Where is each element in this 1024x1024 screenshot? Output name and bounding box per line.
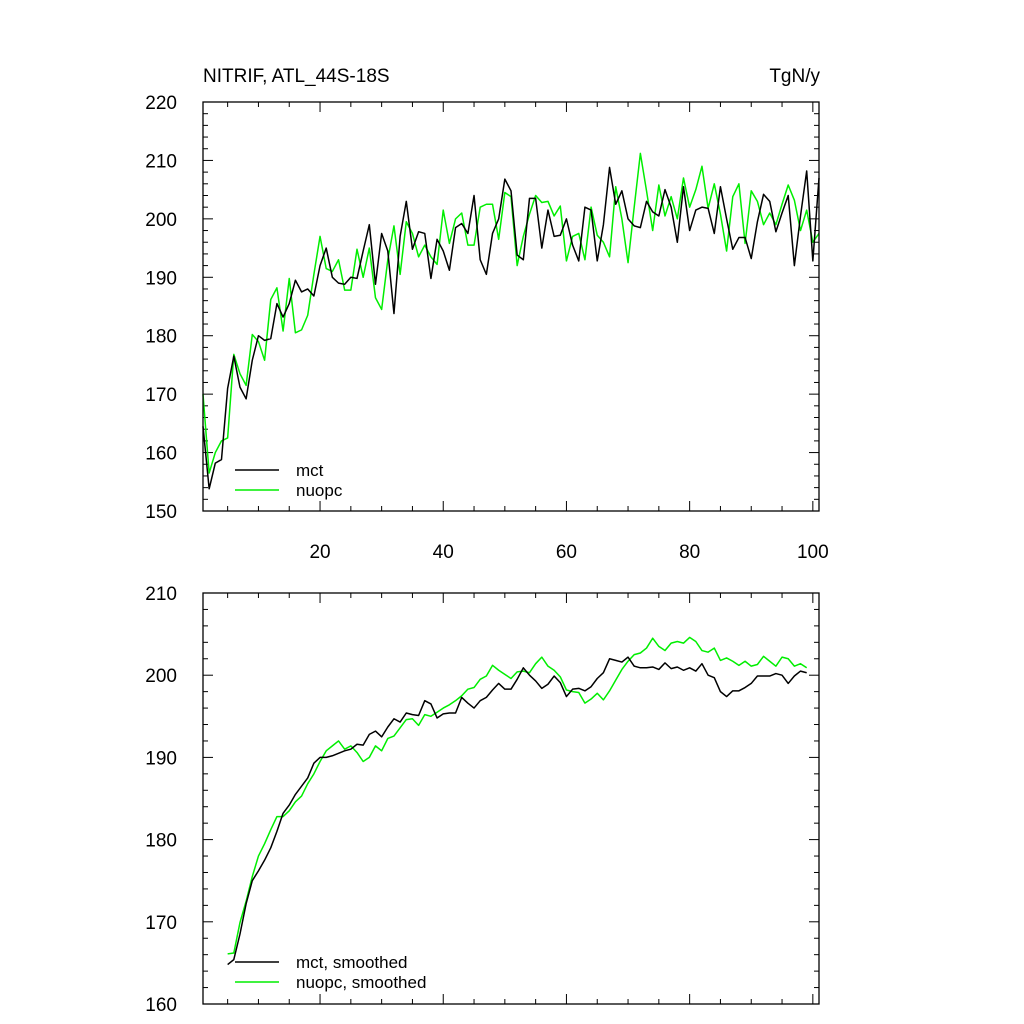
series-line-mct (202, 166, 820, 490)
axis-ticks: 160 170 180 190 200 210 (145, 584, 819, 1016)
y-tick-label: 210 (145, 584, 177, 605)
y-tick-label: 160 (145, 444, 177, 465)
y-tick-label: 200 (145, 210, 177, 231)
legend: mct nuopc (235, 461, 343, 500)
series-line-mct-smoothed (227, 656, 807, 966)
legend-label-nuopc-smoothed: nuopc, smoothed (296, 973, 426, 992)
legend: mct, smoothed nuopc, smoothed (235, 953, 426, 992)
legend-label-mct: mct (296, 461, 324, 480)
series-line-nuopc (202, 152, 820, 474)
x-tick-label: 80 (679, 542, 700, 563)
y-tick-label: 190 (145, 268, 177, 289)
plot-frame (202, 592, 820, 1005)
series-lines (202, 152, 820, 490)
y-tick-label: 210 (145, 151, 177, 172)
plot-frame (202, 101, 820, 512)
series-line-nuopc-smoothed (227, 636, 808, 955)
legend-label-nuopc: nuopc (296, 481, 343, 500)
chart-panel-bottom: 160 170 180 190 200 210 mct, smoothed nuopc, … (145, 584, 820, 1016)
series-lines (227, 636, 808, 966)
y-tick-label: 170 (145, 913, 177, 934)
chart-panel-top: NITRIF, ATL_44S-18S TgN/y 20 40 60 80 100 150… (145, 66, 828, 563)
y-tick-label: 190 (145, 748, 177, 769)
y-tick-label: 150 (145, 502, 177, 523)
y-tick-label: 200 (145, 666, 177, 687)
x-tick-label: 100 (797, 542, 829, 563)
units-label: TgN/y (769, 66, 820, 87)
y-tick-label: 160 (145, 995, 177, 1016)
legend-label-mct-smoothed: mct, smoothed (296, 953, 408, 972)
y-tick-label: 180 (145, 831, 177, 852)
y-tick-label: 180 (145, 327, 177, 348)
x-tick-label: 20 (309, 542, 330, 563)
axis-ticks: 20 40 60 80 100 150 160 170 180 190 200 210 220 (145, 93, 828, 563)
x-tick-label: 60 (556, 542, 577, 563)
y-tick-label: 220 (145, 93, 177, 114)
y-tick-label: 170 (145, 385, 177, 406)
chart-title: NITRIF, ATL_44S-18S (203, 66, 390, 87)
x-tick-label: 40 (433, 542, 454, 563)
